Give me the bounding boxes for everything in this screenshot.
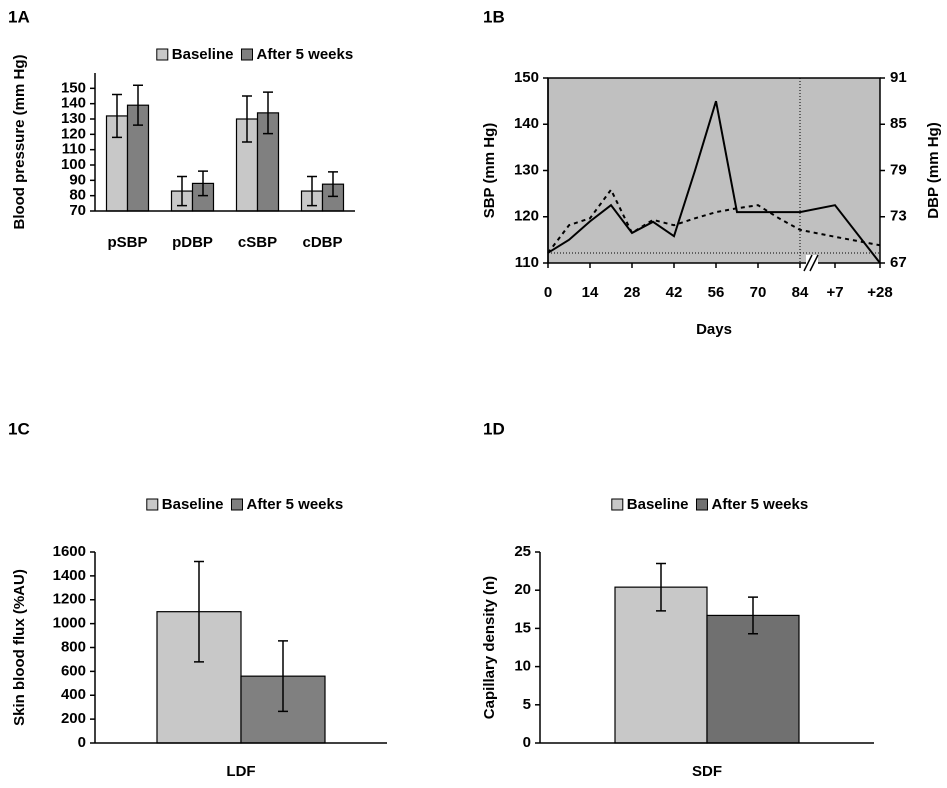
y-tick-label: 400 [61, 686, 86, 703]
y-tick-label: 10 [514, 658, 531, 675]
y-tick-label: 140 [61, 95, 86, 112]
y2-tick-label: 85 [890, 115, 907, 132]
y-tick-label: 0 [78, 734, 86, 751]
x-tick-label: pSBP [107, 234, 147, 251]
y-tick-label: 110 [515, 254, 539, 271]
y-tick-label: 5 [523, 696, 531, 713]
y-tick-label: 100 [61, 156, 86, 173]
y-axis-title: SBP (mm Hg) [481, 123, 498, 219]
y-tick-label: 20 [514, 581, 531, 598]
legend-label: After 5 weeks [711, 496, 808, 513]
x-tick-label: LDF [226, 763, 255, 780]
y-tick-label: 800 [61, 638, 86, 655]
panel-title: 1A [8, 7, 30, 26]
y-tick-label: 120 [514, 208, 539, 225]
error-bar [198, 170, 208, 197]
error-bar [328, 171, 338, 198]
y-tick-label: 70 [69, 202, 86, 219]
legend-swatch [156, 48, 169, 61]
panel-title: 1D [483, 419, 505, 438]
x-tick-label: cDBP [302, 234, 342, 251]
x-tick-label: 0 [544, 284, 552, 301]
line-series [547, 100, 881, 264]
y-tick-label: 0 [523, 734, 531, 751]
y2-tick-label: 91 [890, 69, 907, 86]
x-tick-label: 14 [582, 284, 599, 301]
error-bar [242, 95, 252, 143]
error-bar [133, 84, 143, 126]
y-tick-label: 80 [69, 187, 86, 204]
legend-label: Baseline [627, 496, 689, 513]
x-tick-label: +28 [867, 284, 892, 301]
y-tick-label: 600 [61, 662, 86, 679]
y-tick-label: 1200 [53, 591, 86, 608]
legend-label: Baseline [172, 46, 234, 63]
legend-swatch [240, 48, 253, 61]
y-tick-label: 130 [61, 110, 86, 127]
x-tick-label: pDBP [172, 234, 213, 251]
x-tick-label: 42 [666, 284, 683, 301]
panel-title: 1B [483, 7, 505, 26]
axis-break [803, 254, 819, 272]
y-tick-label: 1400 [53, 567, 86, 584]
error-bar [278, 640, 288, 713]
x-tick-label: 70 [750, 284, 767, 301]
bar [706, 614, 800, 744]
legend-label: Baseline [162, 496, 224, 513]
legend-swatch [230, 498, 243, 511]
y-tick-label: 15 [514, 619, 531, 636]
legend-swatch [695, 498, 708, 511]
legend-label: After 5 weeks [246, 496, 343, 513]
x-tick-label: 56 [708, 284, 725, 301]
y-axis-title: DBP (mm Hg) [925, 122, 942, 218]
error-bar [112, 93, 122, 139]
bar [614, 586, 708, 744]
y2-tick-label: 79 [890, 161, 907, 178]
y-tick-label: 1000 [53, 615, 86, 632]
error-bar [748, 596, 758, 635]
y-tick-label: 90 [69, 171, 86, 188]
y-axis-title: Skin blood flux (%AU) [11, 569, 28, 726]
y-tick-label: 110 [62, 141, 86, 158]
x-tick-label: 28 [624, 284, 641, 301]
y-tick-label: 200 [61, 710, 86, 727]
y-tick-label: 150 [61, 79, 86, 96]
axis-break-gap [806, 255, 818, 271]
x-tick-label: cSBP [238, 234, 277, 251]
error-bar [263, 91, 273, 135]
x-axis-title: Days [696, 321, 732, 338]
y-tick-label: 120 [61, 125, 86, 142]
y-tick-label: 150 [514, 69, 539, 86]
y-tick-label: 1600 [53, 543, 86, 560]
line-series [547, 187, 881, 254]
x-tick-label: 84 [792, 284, 809, 301]
error-bar [307, 175, 317, 207]
y-axis-title: Capillary density (n) [481, 576, 498, 719]
error-bar [194, 560, 204, 663]
panel-title: 1C [8, 419, 30, 438]
x-tick-label: +7 [826, 284, 843, 301]
legend-swatch [146, 498, 159, 511]
error-bar [177, 175, 187, 207]
legend-label: After 5 weeks [256, 46, 353, 63]
y-tick-label: 140 [514, 115, 539, 132]
y2-tick-label: 67 [890, 254, 907, 271]
error-bar [656, 562, 666, 612]
y-axis-title: Blood pressure (mm Hg) [11, 54, 28, 229]
x-tick-label: SDF [692, 763, 722, 780]
y-tick-label: 25 [514, 543, 531, 560]
legend-swatch [611, 498, 624, 511]
y-tick-label: 130 [514, 161, 539, 178]
y2-tick-label: 73 [890, 208, 907, 225]
